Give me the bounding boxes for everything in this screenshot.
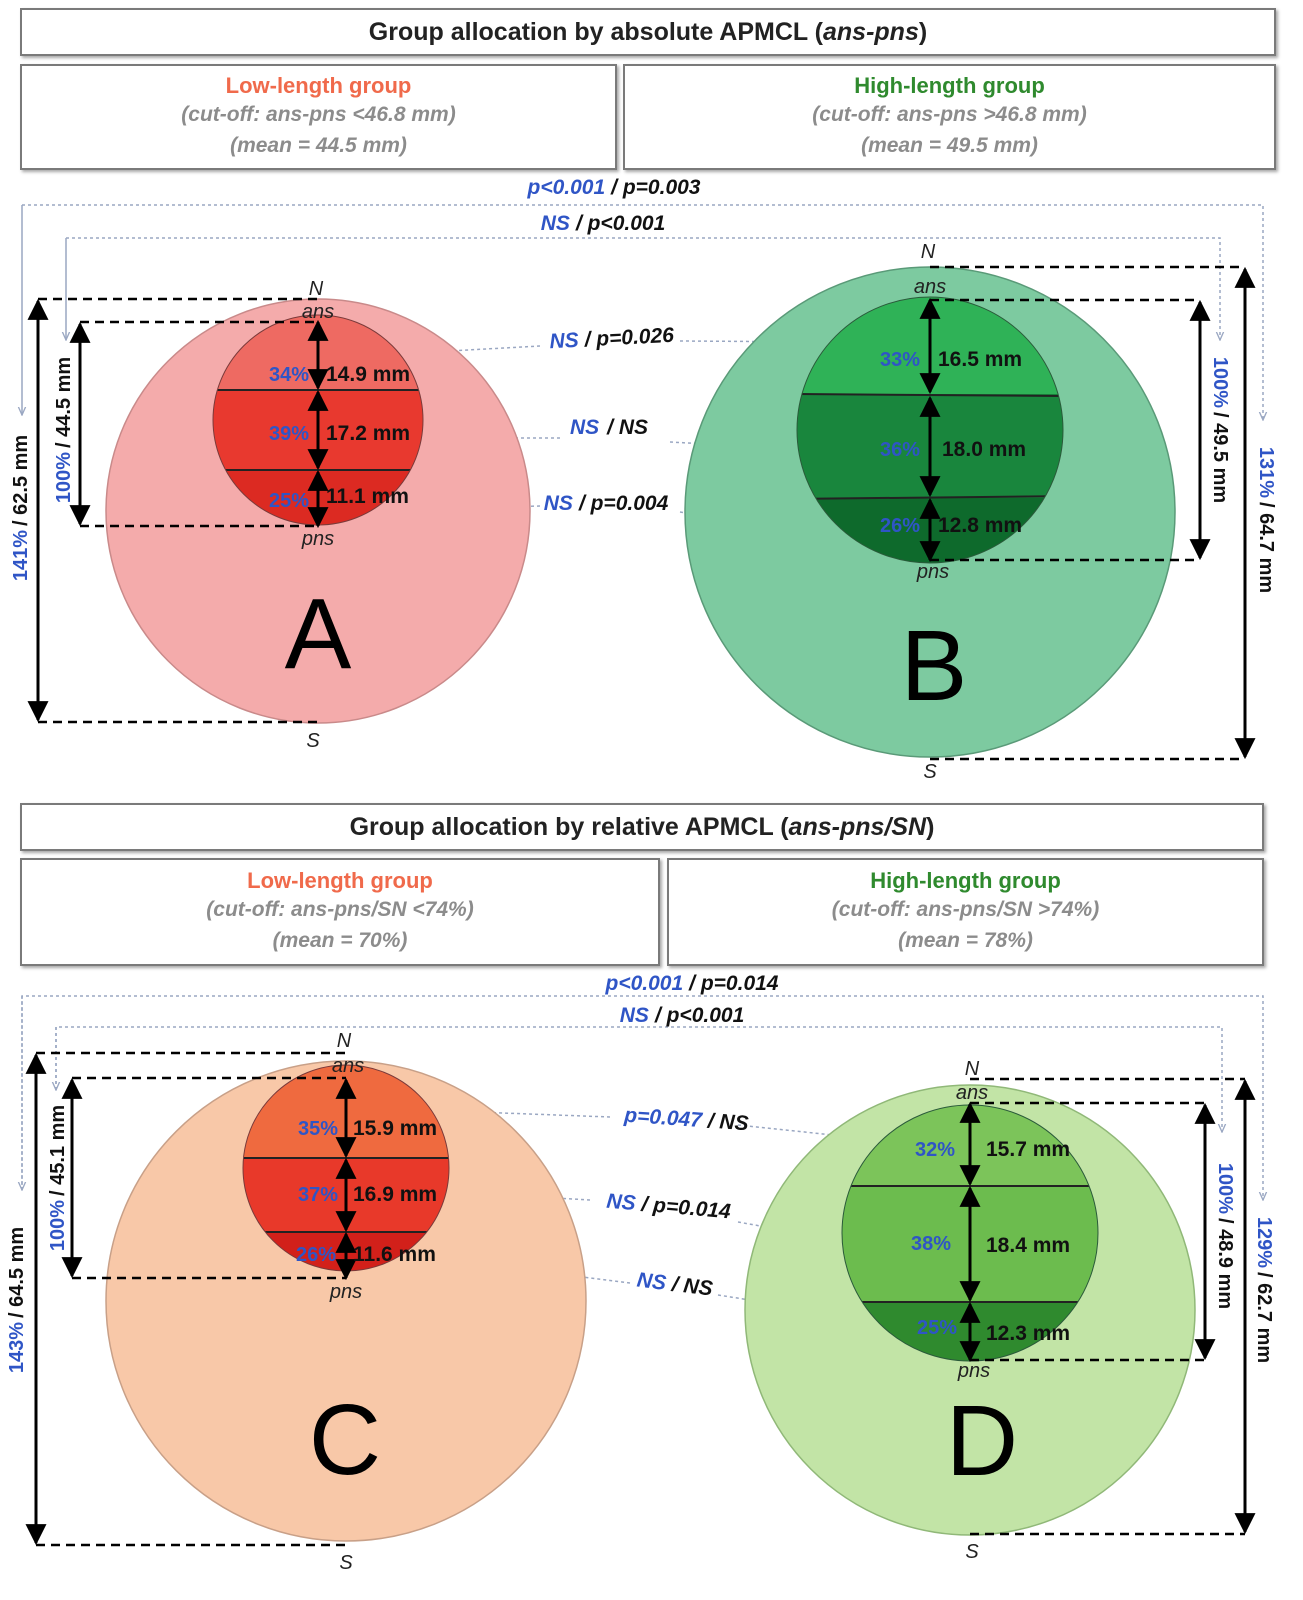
circle-b-label-s: S: [923, 761, 937, 783]
circle-d-label-n: N: [965, 1058, 980, 1080]
circle-d-label-ans: ans: [956, 1082, 988, 1104]
bottom-high-group-mean: (mean = 78%): [898, 929, 1033, 952]
circle-c-inner-dimension: 100%/ 45.1 mm: [47, 1105, 69, 1251]
top-high-group-mean: (mean = 49.5 mm): [861, 134, 1038, 157]
top-panel-title: Group allocation by absolute APMCL (ans-…: [20, 8, 1276, 56]
circle-c-seg3-pct: 26%: [296, 1244, 336, 1266]
circle-a-seg3-mm: 11.1 mm: [326, 485, 409, 508]
circle-a-seg2-mm: 17.2 mm: [326, 422, 410, 445]
circle-d-label-pns: pns: [957, 1360, 990, 1382]
bottom-panel-title: Group allocation by relative APMCL (ans-…: [20, 803, 1264, 851]
top-low-group-name: Low-length group: [225, 73, 412, 98]
circle-d-seg3-pct: 25%: [917, 1317, 957, 1339]
bottom-low-group-cutoff: (cut-off: ans-pns/SN <74%): [206, 898, 474, 921]
top-title-pre: Group allocation by absolute APMCL (: [368, 17, 823, 46]
circle-b-label-pns: pns: [916, 561, 949, 583]
bottom-high-group-name: High-length group: [870, 868, 1061, 893]
bottom-low-group-box: Low-length group (cut-off: ans-pns/SN <7…: [20, 858, 660, 966]
top-high-group-name: High-length group: [854, 73, 1045, 98]
circle-a-outer-dimension: 141%/ 62.5 mm: [10, 435, 32, 581]
circle-a-label-s: S: [306, 730, 320, 752]
circle-d-label-s: S: [965, 1541, 979, 1563]
circle-c-outer: [105, 1060, 587, 1542]
circle-a-seg1-pct: 34%: [269, 364, 309, 386]
circle-c-seg1-pct: 35%: [298, 1118, 338, 1140]
circle-b-seg1-pct: 33%: [880, 349, 920, 371]
circle-a-inner-dimension: 100%/ 44.5 mm: [53, 357, 75, 503]
bottom-low-group-name: Low-length group: [247, 868, 433, 893]
circle-c-dimension-arrows: [25, 1052, 83, 1546]
circle-b-reference-lines: [930, 265, 1245, 761]
circle-b-outer-dimension: 131%/ 64.7 mm: [1255, 447, 1277, 593]
circle-a-label-pns: pns: [301, 528, 334, 550]
circle-d-seg3-mm: 12.3 mm: [986, 1322, 1070, 1345]
bottom-inner-comparison: NS / p<0.001: [620, 1004, 745, 1027]
bottom-title-pre: Group allocation by relative APMCL (: [349, 812, 789, 841]
top-title-var: ans-pns: [823, 17, 919, 46]
top-seg1-comparison: NS / p=0.026: [549, 324, 675, 354]
circle-c-label-ans: ans: [332, 1055, 364, 1077]
top-low-group-cutoff: (cut-off: ans-pns <46.8 mm): [181, 103, 456, 126]
bottom-title-post: ): [926, 812, 935, 841]
bottom-seg2-comparison: NS / p=0.014: [606, 1190, 732, 1224]
circle-d-seg1-mm: 15.7 mm: [986, 1138, 1070, 1161]
top-high-group-box: High-length group (cut-off: ans-pns >46.…: [623, 64, 1276, 170]
circle-d-outer-dimension: 129%/ 62.7 mm: [1253, 1217, 1275, 1363]
circle-b-seg3-pct: 26%: [880, 515, 920, 537]
bottom-title-var: ans-pns/SN: [788, 812, 927, 841]
circle-d-seg2-pct: 38%: [911, 1233, 951, 1255]
top-low-group-box: Low-length group (cut-off: ans-pns <46.8…: [20, 64, 617, 170]
circle-b-seg1-mm: 16.5 mm: [938, 348, 1022, 371]
circle-a-reference-lines: [38, 297, 318, 724]
circle-b-dimension-arrows: [1189, 266, 1256, 760]
top-title-post: ): [918, 17, 928, 46]
circle-b-seg3-mm: 12.8 mm: [938, 514, 1022, 537]
circle-b-inner-dimension: 100%/ 49.5 mm: [1209, 357, 1231, 503]
circle-c-seg2-pct: 37%: [298, 1184, 338, 1206]
circle-b-label-ans: ans: [914, 276, 946, 298]
circle-d-dimension-arrows: [1194, 1078, 1256, 1535]
circle-c-letter: C: [309, 1384, 381, 1496]
circle-b-seg2-pct: 36%: [880, 439, 920, 461]
circle-c-reference-lines: [36, 1051, 346, 1547]
circle-b-seg2-mm: 18.0 mm: [942, 438, 1026, 461]
bottom-high-group-box: High-length group (cut-off: ans-pns/SN >…: [667, 858, 1264, 966]
circle-d-letter: D: [946, 1385, 1018, 1497]
circle-b-label-n: N: [921, 241, 936, 263]
top-high-group-cutoff: (cut-off: ans-pns >46.8 mm): [812, 103, 1087, 126]
circle-a-seg2-pct: 39%: [269, 423, 309, 445]
bottom-high-group-cutoff: (cut-off: ans-pns/SN >74%): [831, 898, 1100, 921]
top-inner-comparison: NS / p<0.001: [541, 212, 666, 235]
circle-b-letter: B: [901, 610, 968, 722]
circle-d-seg2-mm: 18.4 mm: [986, 1234, 1070, 1257]
bottom-outer-comparison: p<0.001/ p=0.014: [605, 972, 779, 995]
circle-a-label-ans: ans: [302, 301, 334, 323]
top-seg3-comparison: NS / p=0.004: [544, 492, 669, 515]
circle-a-label-n: N: [309, 278, 324, 300]
bottom-seg3-comparison: NS / NS: [636, 1269, 714, 1301]
circle-c-seg3-mm: 11.6 mm: [353, 1243, 436, 1266]
top-outer-comparison: p<0.001/ p=0.003: [527, 176, 701, 199]
top-low-group-mean: (mean = 44.5 mm): [230, 134, 407, 157]
circle-c-label-pns: pns: [329, 1281, 362, 1303]
bottom-low-group-mean: (mean = 70%): [272, 929, 408, 952]
circle-c-seg1-mm: 15.9 mm: [353, 1117, 437, 1140]
circle-d-inner-dimension: 100%/ 48.9 mm: [1214, 1163, 1236, 1309]
circle-c-label-s: S: [339, 1552, 353, 1574]
circle-c-label-n: N: [337, 1030, 352, 1052]
circle-d-seg1-pct: 32%: [915, 1139, 955, 1161]
circle-a-dimension-arrows: [27, 298, 91, 723]
circle-c-seg2-mm: 16.9 mm: [353, 1183, 437, 1206]
circle-a-letter: A: [285, 578, 352, 690]
circle-c-outer-dimension: 143%/ 64.5 mm: [6, 1227, 28, 1373]
top-seg2-comparison: NS / NS: [570, 416, 648, 439]
circle-d-reference-lines: [970, 1077, 1245, 1536]
bottom-seg1-comparison: p=0.047/ NS: [623, 1104, 750, 1136]
circle-a-seg3-pct: 25%: [269, 490, 309, 512]
circle-a-seg1-mm: 14.9 mm: [326, 363, 410, 386]
